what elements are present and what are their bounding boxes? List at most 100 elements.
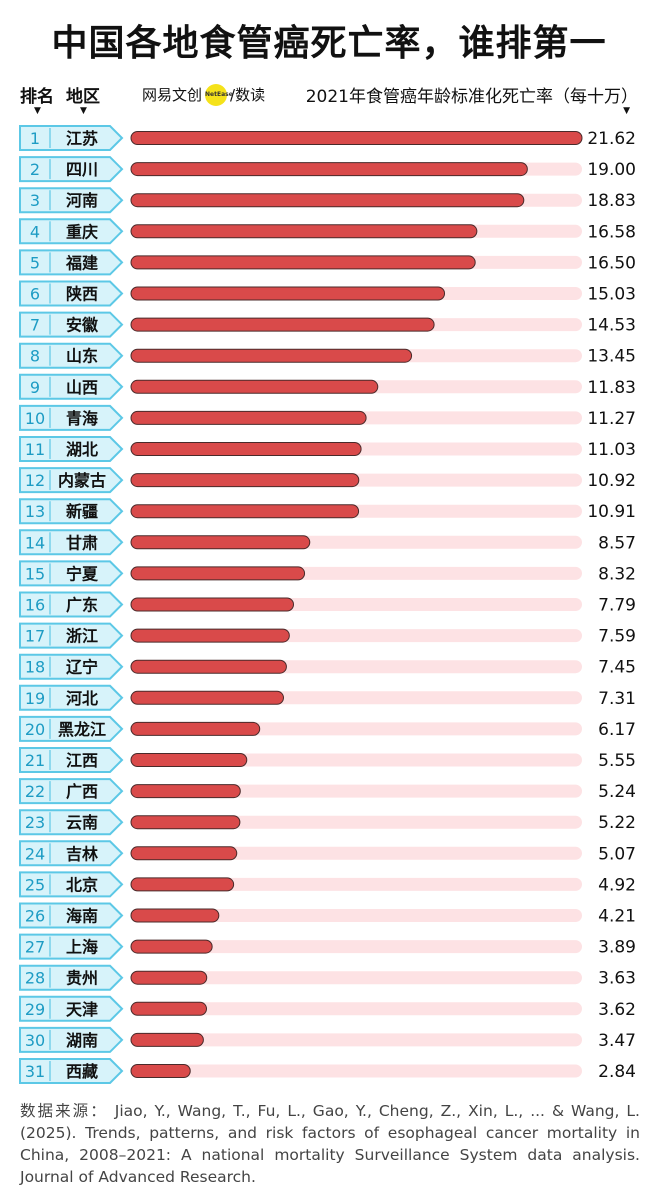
value-label: 5.55 — [598, 751, 636, 771]
region-label: 安徽 — [66, 316, 99, 335]
bar[interactable] — [130, 908, 220, 923]
rank-badge — [19, 1058, 124, 1084]
bar[interactable] — [130, 877, 235, 892]
value-label: 7.45 — [598, 658, 636, 678]
bar[interactable] — [130, 628, 290, 643]
region-label: 内蒙古 — [58, 471, 106, 490]
rank-badge — [19, 591, 124, 618]
rank-badge — [19, 747, 124, 773]
value-label: 2.84 — [598, 1062, 636, 1082]
rank-number: 21 — [25, 751, 45, 770]
bar-track — [131, 940, 582, 954]
bar[interactable] — [130, 286, 446, 301]
rank-badge — [19, 871, 124, 898]
bar[interactable] — [130, 224, 478, 239]
rank-number: 31 — [25, 1062, 45, 1081]
rank-number: 29 — [25, 1000, 45, 1019]
data-source-note: 数据来源： Jiao, Y., Wang, T., Fu, L., Gao, Y… — [20, 1102, 640, 1186]
rank-badge — [19, 436, 124, 462]
rank-number: 10 — [25, 409, 45, 428]
region-label: 江西 — [66, 751, 98, 770]
rank-number: 26 — [25, 907, 45, 926]
bar[interactable] — [130, 473, 360, 488]
bar[interactable] — [130, 504, 360, 519]
rank-badge — [19, 684, 124, 711]
bar[interactable] — [130, 348, 413, 363]
bar[interactable] — [130, 162, 528, 177]
bar-track — [131, 1033, 582, 1047]
bar[interactable] — [130, 721, 261, 736]
rank-number: 4 — [30, 222, 40, 241]
bar[interactable] — [130, 597, 295, 612]
bar[interactable] — [130, 815, 241, 830]
rank-number: 15 — [25, 564, 45, 583]
bar[interactable] — [130, 193, 525, 208]
region-label: 湖北 — [66, 440, 98, 459]
bar[interactable] — [130, 659, 287, 674]
rank-badge — [19, 560, 124, 587]
bar[interactable] — [130, 379, 379, 394]
rank-number: 22 — [25, 782, 45, 801]
metric-header-label: 2021年食管癌年龄标准化死亡率（每十万） — [305, 87, 638, 107]
region-label: 山东 — [66, 347, 98, 366]
value-label: 19.00 — [587, 160, 636, 180]
region-label: 山西 — [66, 378, 98, 397]
rank-number: 14 — [25, 533, 45, 552]
sort-arrow-icon: ▼ — [80, 106, 87, 116]
value-label: 5.24 — [598, 782, 636, 802]
region-label: 河北 — [66, 689, 98, 708]
rank-number: 25 — [25, 875, 45, 894]
bar[interactable] — [130, 566, 306, 581]
region-label: 广东 — [66, 596, 98, 615]
bar[interactable] — [130, 1032, 204, 1047]
rank-badge — [19, 653, 124, 680]
rank-header[interactable]: 排名 ▼ — [20, 82, 54, 116]
bar-track — [131, 784, 582, 798]
bar[interactable] — [130, 784, 241, 799]
value-label: 11.03 — [587, 440, 636, 460]
rank-number: 18 — [25, 658, 45, 677]
rank-badge — [19, 187, 124, 214]
rank-number: 19 — [25, 689, 45, 708]
rank-badge — [19, 218, 124, 245]
bar[interactable] — [130, 846, 238, 861]
logo-text: 网易文创 — [142, 85, 203, 104]
value-label: 11.27 — [587, 409, 636, 429]
logo-badge-text: NetEase — [205, 91, 233, 98]
value-label: 5.07 — [598, 844, 636, 864]
bar[interactable] — [130, 410, 367, 425]
bar[interactable] — [130, 690, 284, 705]
bar[interactable] — [130, 970, 208, 985]
bar-track — [131, 846, 582, 860]
region-label: 福建 — [65, 253, 98, 272]
bar[interactable] — [130, 753, 248, 767]
rank-badge — [19, 933, 124, 960]
bar[interactable] — [130, 317, 435, 332]
region-label: 四川 — [66, 160, 98, 179]
region-header[interactable]: 地区 ▼ — [66, 82, 100, 116]
rank-badge — [19, 529, 124, 556]
value-label: 4.21 — [598, 907, 636, 927]
bar-track — [131, 1064, 582, 1078]
region-label: 北京 — [66, 875, 98, 894]
rank-number: 2 — [30, 160, 40, 179]
bar[interactable] — [130, 1001, 208, 1016]
value-label: 3.62 — [598, 1000, 636, 1020]
value-label: 16.50 — [587, 253, 636, 273]
chart-title: 中国各地食管癌死亡率，谁排第一 — [51, 23, 607, 64]
bar[interactable] — [130, 1064, 191, 1078]
region-label: 重庆 — [66, 222, 98, 241]
value-label: 11.83 — [587, 378, 636, 398]
bar[interactable] — [130, 442, 362, 456]
rank-number: 5 — [30, 253, 40, 272]
bar[interactable] — [130, 939, 213, 954]
region-label: 陕西 — [66, 285, 98, 304]
bar[interactable] — [130, 131, 583, 145]
bar[interactable] — [130, 535, 311, 550]
bar[interactable] — [130, 255, 476, 270]
value-label: 5.22 — [598, 813, 636, 833]
rank-number: 24 — [25, 844, 45, 863]
metric-header[interactable]: 2021年食管癌年龄标准化死亡率（每十万） ▼ — [305, 82, 638, 116]
value-label: 8.57 — [598, 533, 636, 553]
rank-badge — [19, 125, 124, 151]
